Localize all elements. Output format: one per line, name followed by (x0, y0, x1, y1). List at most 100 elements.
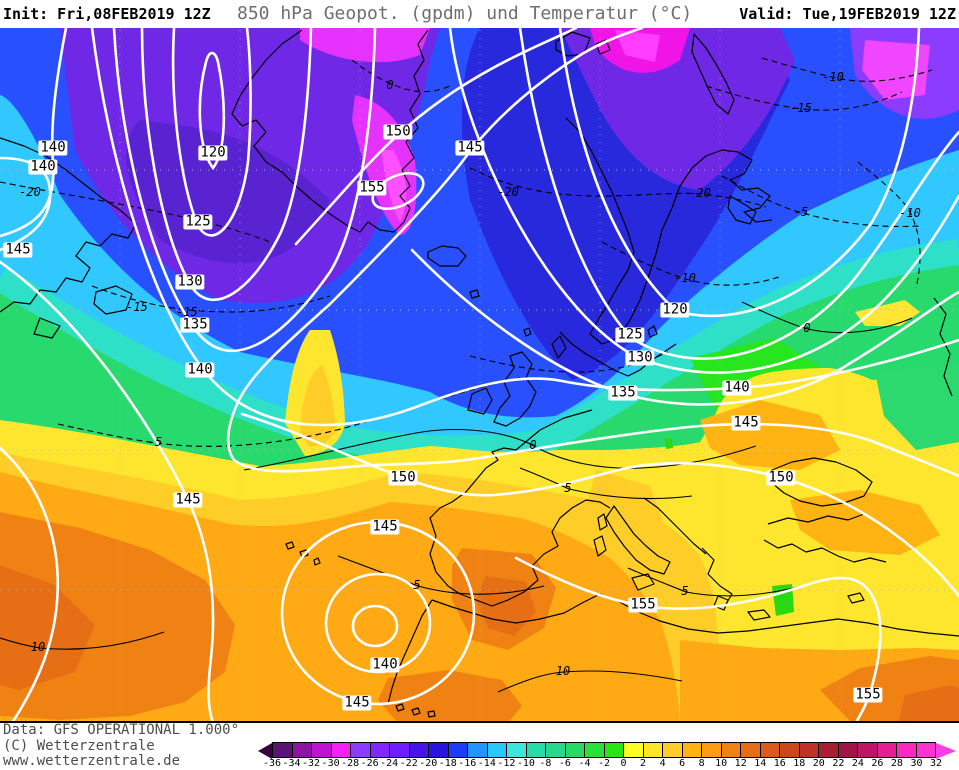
geopotential-contour-label: 155 (628, 596, 658, 613)
geopotential-contour-label: 130 (625, 349, 655, 366)
geopotential-contour-label: 125 (183, 213, 213, 230)
colorbar-cell (799, 743, 819, 757)
temperature-contour-label: 10 (555, 664, 571, 678)
temperature-contour-label: 0 (529, 438, 537, 452)
geopotential-contour-label: 140 (370, 656, 400, 673)
geopotential-contour-label: 135 (608, 384, 638, 401)
colorbar-tick-label: 22 (832, 758, 845, 769)
colorbar-tick-label: -28 (341, 758, 360, 769)
chart-title: 850 hPa Geopot. (gpdm) und Temperatur (°… (237, 3, 693, 24)
colorbar-tick-label: -4 (578, 758, 591, 769)
temperature-contour-label: 0 (803, 321, 811, 335)
geopotential-contour-label: 150 (766, 469, 796, 486)
colorbar-tick-label: 24 (851, 758, 864, 769)
geopotential-contour-label: 125 (615, 326, 645, 343)
geopotential-contour-label: 155 (853, 686, 883, 703)
footer: Data: GFS OPERATIONAL 1.000° (C) Wetterz… (0, 722, 959, 770)
colorbar-cell (877, 743, 897, 757)
colorbar-cell (663, 743, 683, 757)
colorbar-tick-label: 28 (890, 758, 903, 769)
colorbar-tick-label: 14 (754, 758, 767, 769)
colorbar-cell (682, 743, 702, 757)
colorbar-left-arrow-icon (258, 743, 272, 759)
colorbar-tick-label: -2 (597, 758, 611, 769)
valid-time-label: Valid: Tue,19FEB2019 12Z (739, 5, 956, 23)
colorbar-tick-label: -34 (282, 758, 301, 769)
colorbar-tick-label: -8 (539, 758, 552, 769)
colorbar-tick-label: 6 (679, 758, 686, 769)
colorbar-cell (819, 743, 839, 757)
colorbar-cell (448, 743, 468, 757)
temperature-contour-label: -15 (790, 101, 812, 115)
colorbar-tick-label: -6 (558, 758, 571, 769)
colorbar-cell (585, 743, 605, 757)
geopotential-contour-label: 150 (383, 123, 413, 140)
colorbar-tick-labels: -36 -34 -32 -30 -28 -26 -24 -22 -20 -18 -16 -14 -12-… (263, 758, 942, 770)
temperature-contour-label: -10 (674, 271, 696, 285)
geopotential-contour-label: 120 (660, 301, 690, 318)
geopotential-contour-label: 155 (357, 179, 387, 196)
credits: Data: GFS OPERATIONAL 1.000° (C) Wetterz… (3, 722, 240, 770)
temperature-colorbar: -36 -34 -32 -30 -28 -26 -24 -22 -20 -18 -16 -14 -12-… (258, 742, 958, 770)
colorbar-cell (780, 743, 800, 757)
colorbar-cell (331, 743, 351, 757)
temperature-contour-label: -15 (176, 305, 198, 319)
contour-label-layer: 140 140 145 120 125 130 135 140 150 155 145 120 125 1… (0, 28, 959, 723)
colorbar-cell (409, 743, 429, 757)
website-label: www.wetterzentrale.de (3, 753, 181, 769)
colorbar-cell (526, 743, 546, 757)
coastlines (0, 29, 959, 718)
header: Init: Fri,08FEB2019 12Z 850 hPa Geopot. … (0, 0, 959, 28)
colorbar-cell (507, 743, 527, 757)
colorbar-cell (897, 743, 917, 757)
colorbar-cell (702, 743, 722, 757)
colorbar-tick-label: 0 (620, 758, 627, 769)
temperature-contour-label: -20 (689, 186, 711, 200)
colorbar-cell (858, 743, 878, 757)
colorbar-tick-label: 12 (734, 758, 747, 769)
colorbar-cell (565, 743, 585, 757)
colorbar-cell (643, 743, 663, 757)
colorbar-tick-label: -24 (380, 758, 399, 769)
temperature-contour-label: -10 (899, 206, 921, 220)
geopotential-contour-label: 140 (28, 158, 58, 175)
geopotential-contour-label: 145 (731, 414, 761, 431)
colorbar-cell (351, 743, 371, 757)
colorbar-cell (760, 743, 780, 757)
temperature-contour-label: 5 (413, 578, 421, 592)
geopotential-contour-label: 145 (3, 241, 33, 258)
colorbar-tick-label: -22 (399, 758, 418, 769)
colorbar-cell (292, 743, 312, 757)
colorbar-cell (721, 743, 741, 757)
temperature-contour-label: -10 (822, 70, 844, 84)
geopotential-contour-label: 145 (370, 518, 400, 535)
geopotential-contour-label: 140 (38, 139, 68, 156)
copyright-label: (C) Wetterzentrale (3, 737, 155, 754)
colorbar-right-arrow-icon (936, 743, 956, 759)
colorbar-tick-label: -30 (321, 758, 340, 769)
data-source-label: Data: GFS OPERATIONAL 1.000° (3, 722, 240, 738)
colorbar-tick-label: 26 (871, 758, 884, 769)
geopotential-contour-label: 150 (388, 469, 418, 486)
colorbar-tick-label: 16 (773, 758, 786, 769)
geopotential-contour-label: 145 (342, 694, 372, 711)
temperature-contour-label: -5 (793, 205, 809, 219)
geopotential-contour-label: 140 (185, 361, 215, 378)
temperature-contour-label: -5 (147, 435, 163, 449)
colorbar-tick-label: 4 (659, 758, 666, 769)
geopotential-contour-label: 145 (173, 491, 203, 508)
colorbar-tick-label: 18 (793, 758, 806, 769)
colorbar-cell (487, 743, 507, 757)
colorbar-cell (370, 743, 390, 757)
colorbar-cell (838, 743, 858, 757)
geopotential-contour-label: 130 (175, 273, 205, 290)
colorbar-cell (272, 743, 293, 757)
temperature-contour-label: 5 (564, 481, 572, 495)
weather-map: 140 140 145 120 125 130 135 140 150 155 145 120 125 1… (0, 28, 959, 723)
colorbar-tick-label: 30 (910, 758, 923, 769)
colorbar-tick-label: -26 (360, 758, 379, 769)
colorbar-tick-label: -32 (302, 758, 321, 769)
colorbar-cell (604, 743, 624, 757)
init-time-label: Init: Fri,08FEB2019 12Z (3, 5, 211, 23)
temperature-contour-label: 0 (386, 78, 394, 92)
